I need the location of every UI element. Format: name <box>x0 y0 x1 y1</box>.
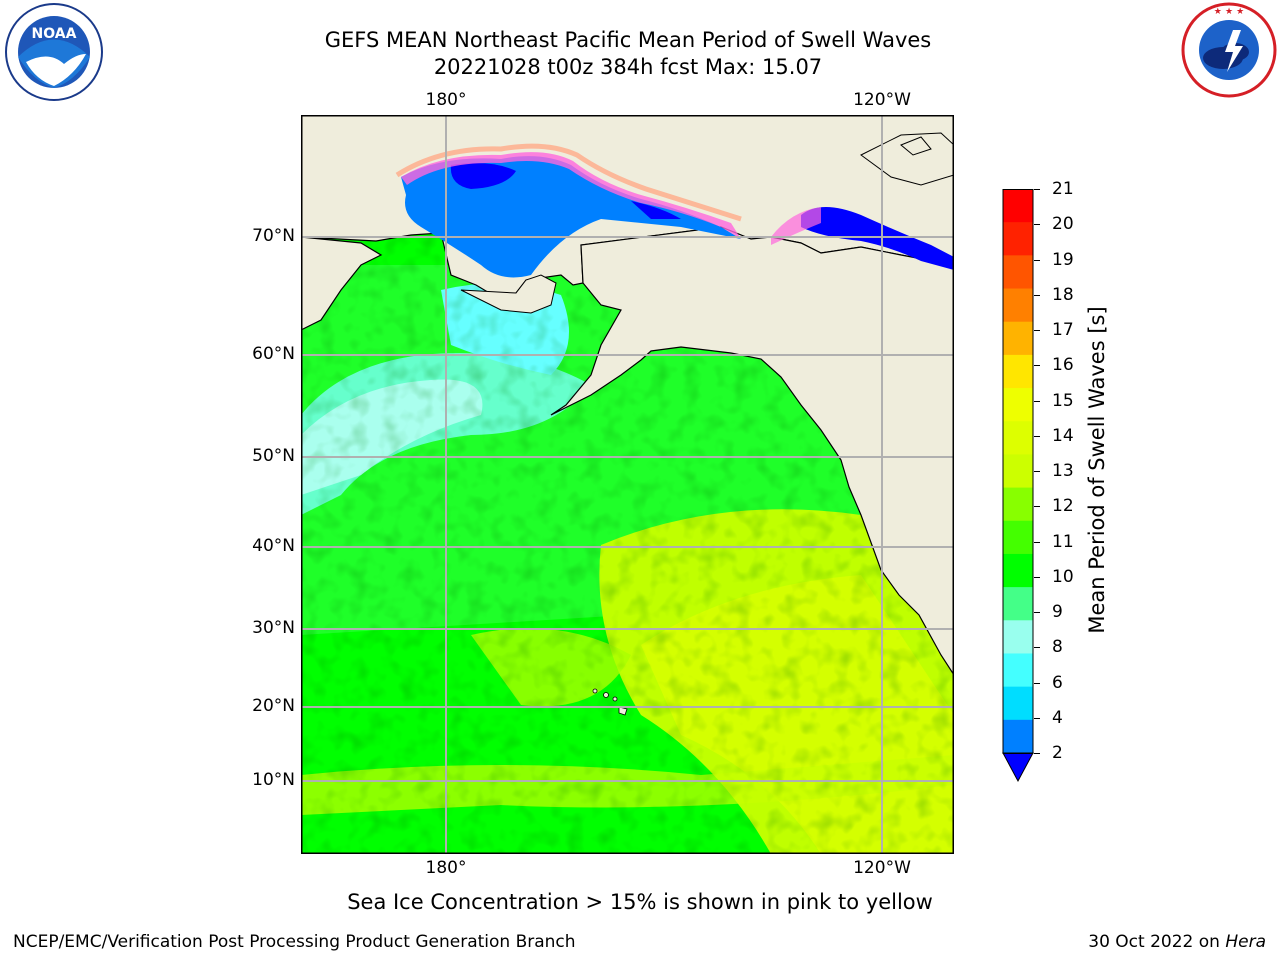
colorbar-tick-label: 6 <box>1052 672 1063 693</box>
colorbar-tick-label: 14 <box>1052 425 1074 446</box>
date-prefix: 30 Oct 2022 on <box>1088 932 1226 952</box>
nws-logo: ★ ★ ★ <box>1177 0 1280 100</box>
colorbar-segment <box>1003 620 1033 654</box>
arctic-islands <box>860 132 954 186</box>
date-machine: Hera <box>1225 932 1266 952</box>
colorbar-segment <box>1003 454 1033 489</box>
sea-ice-note: Sea Ice Concentration > 15% is shown in … <box>347 890 933 914</box>
colorbar-ticks: 21 20 19 18 17 16 15 14 13 12 11 10 9 8 6 4 2 <box>1034 179 1092 763</box>
lat-label-70n: 70°N <box>252 226 295 246</box>
colorbar-tick-label: 19 <box>1052 249 1074 270</box>
colorbar-segment <box>1003 719 1033 754</box>
colorbar-segment <box>1003 653 1033 688</box>
colorbar-tick-label: 10 <box>1052 566 1074 587</box>
hawaii-islands <box>592 688 628 716</box>
lat-label-20n: 20°N <box>252 696 295 716</box>
date-text: 30 Oct 2022 on Hera <box>1088 932 1266 952</box>
colorbar-segment <box>1003 686 1033 721</box>
lon-label-120w-bottom: 120°W <box>853 858 911 878</box>
map-title: GEFS MEAN Northeast Pacific Mean Period … <box>324 28 932 52</box>
colorbar-tick-mark <box>1034 189 1040 190</box>
colorbar-tick-mark <box>1034 224 1040 226</box>
lat-label-60n: 60°N <box>252 344 295 364</box>
lon-label-180-top: 180° <box>425 90 467 110</box>
colorbar-segment <box>1003 321 1033 356</box>
colorbar-segment <box>1003 520 1033 555</box>
colorbar-segment <box>1003 354 1033 389</box>
colorbar-tick-label: 15 <box>1052 390 1074 411</box>
colorbar-tick-mark <box>1034 506 1040 508</box>
siberia-landmass <box>301 236 383 331</box>
credit-text: NCEP/EMC/Verification Post Processing Pr… <box>13 932 576 952</box>
colorbar-tick-mark <box>1034 576 1040 578</box>
colorbar-tick-label: 4 <box>1052 707 1063 728</box>
colorbar-segment <box>1003 189 1033 223</box>
noaa-text: NOAA <box>32 26 77 42</box>
colorbar-tick-mark <box>1034 471 1040 472</box>
colorbar <box>1002 189 1034 783</box>
colorbar-tick-label: 16 <box>1052 355 1074 376</box>
colorbar-tick-mark <box>1034 435 1040 437</box>
colorbar-tick-mark <box>1034 682 1040 684</box>
noaa-logo: NOAA <box>4 2 104 102</box>
map-subtitle: 20221028 t00z 384h fcst Max: 15.07 <box>433 55 823 79</box>
colorbar-tick-mark <box>1034 330 1040 331</box>
lat-label-50n: 50°N <box>252 446 295 466</box>
colorbar-tick-label: 20 <box>1052 214 1074 235</box>
lat-label-30n: 30°N <box>252 618 295 638</box>
colorbar-tick-label: 13 <box>1052 461 1074 481</box>
colorbar-segment <box>1003 587 1033 621</box>
north-america-landmass <box>550 226 954 677</box>
colorbar-tick-label: 2 <box>1052 743 1063 763</box>
svg-text:★ ★ ★: ★ ★ ★ <box>1214 7 1244 17</box>
colorbar-tick-mark <box>1034 294 1040 296</box>
colorbar-extend-arrow <box>1002 752 1034 783</box>
colorbar-segment <box>1003 255 1033 290</box>
colorbar-label: Mean Period of Swell Waves [s] <box>1085 306 1109 634</box>
colorbar-segment <box>1003 421 1033 455</box>
colorbar-segment <box>1003 222 1033 256</box>
colorbar-segment <box>1003 487 1033 522</box>
colorbar-tick-mark <box>1034 365 1040 367</box>
colorbar-tick-label: 12 <box>1052 496 1074 517</box>
colorbar-tick-label: 17 <box>1052 320 1074 340</box>
colorbar-tick-mark <box>1034 259 1040 261</box>
colorbar-tick-label: 8 <box>1052 637 1063 658</box>
colorbar-tick-label: 18 <box>1052 284 1074 305</box>
colorbar-segment <box>1003 388 1033 422</box>
colorbar-segment <box>1003 288 1033 323</box>
lon-label-180-bottom: 180° <box>425 858 467 878</box>
colorbar-tick-mark <box>1034 753 1040 754</box>
beaufort-low-period-region <box>801 207 954 270</box>
colorbar-segment <box>1003 553 1033 588</box>
map-area <box>301 115 954 854</box>
colorbar-tick-label: 9 <box>1052 602 1063 622</box>
colorbar-tick-mark <box>1034 647 1040 649</box>
lat-label-40n: 40°N <box>252 536 295 556</box>
lon-label-120w-top: 120°W <box>853 90 911 110</box>
colorbar-tick-mark <box>1034 612 1040 613</box>
graticule <box>301 115 954 854</box>
colorbar-tick-mark <box>1034 717 1040 719</box>
colorbar-tick-mark <box>1034 400 1040 402</box>
colorbar-tick-label: 11 <box>1052 531 1074 552</box>
colorbar-tick-label: 21 <box>1052 179 1074 199</box>
colorbar-tick-mark <box>1034 541 1040 543</box>
lat-label-10n: 10°N <box>252 770 295 790</box>
